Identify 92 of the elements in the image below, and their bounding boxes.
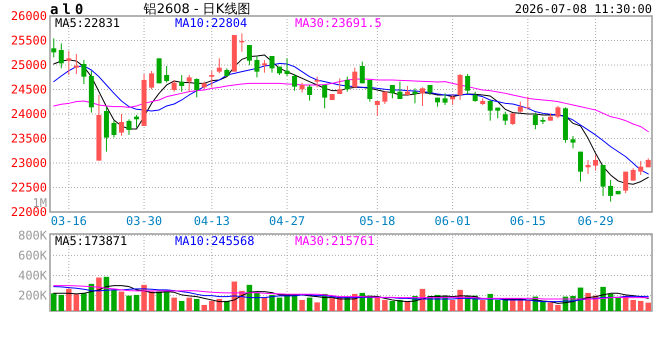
candlestick: [300, 82, 305, 94]
candlestick: [412, 88, 418, 104]
x-tick-label: 06-15: [510, 214, 546, 228]
y-tick-label: 23000: [10, 156, 47, 170]
candlestick: [555, 105, 560, 119]
line-series: [53, 285, 649, 300]
candlestick: [216, 58, 222, 74]
candlestick: [352, 67, 358, 88]
y-tick-label: 25500: [10, 34, 47, 48]
candlestick: [435, 97, 440, 108]
candlestick: [172, 79, 177, 92]
candlestick: [646, 158, 651, 168]
candlestick: [593, 154, 598, 172]
chart-title: 铝2608 - 日K线图: [142, 2, 250, 17]
candlestick: [630, 168, 636, 182]
candlestick: [246, 44, 252, 66]
candlestick: [74, 54, 79, 75]
candlestick: [58, 42, 64, 69]
x-tick-label: 04-13: [194, 214, 230, 228]
y-tick-label: 600K: [18, 248, 48, 262]
candlestick: [397, 81, 402, 100]
candlestick: [390, 84, 395, 99]
candlestick: [382, 91, 388, 105]
x-tick-label: 03-30: [126, 214, 162, 228]
text: MA10:22804: [175, 16, 248, 30]
candlestick: [623, 171, 628, 194]
candlestick: [314, 76, 320, 88]
candlestick: [502, 111, 508, 126]
candlestick: [164, 65, 170, 84]
candlestick: [254, 55, 260, 78]
text: MA5:22831: [55, 16, 120, 30]
candlestick: [608, 179, 614, 202]
x-tick-label: 03-16: [50, 214, 87, 228]
candlestick: [209, 70, 214, 88]
candlestick: [525, 96, 530, 109]
text: MA5:173871: [55, 234, 128, 248]
candlestick: [578, 151, 584, 182]
candlestick: [126, 118, 132, 136]
candlestick: [269, 55, 274, 74]
candlestick: [81, 60, 86, 85]
x-tick-label: 06-01: [434, 214, 471, 228]
y-tick-label: 26000: [10, 9, 47, 23]
candlestick: [149, 70, 154, 90]
y-tick-label: 800K: [18, 228, 48, 242]
text: MA10:245568: [175, 234, 254, 248]
candlestick: [586, 159, 591, 174]
candlestick: [194, 78, 200, 98]
candlestick: [186, 74, 192, 92]
candlestick: [638, 160, 644, 176]
candlestick: [307, 84, 312, 102]
candlestick: [322, 84, 328, 109]
y-tick-label: 25000: [10, 58, 47, 72]
candlestick: [465, 74, 470, 95]
y-tick-label: 22500: [10, 180, 47, 194]
y-tick-label: 200K: [18, 288, 48, 303]
candlestick: [488, 99, 493, 122]
y-tick-label: 400K: [18, 268, 48, 283]
candlestick: [179, 74, 184, 92]
x-tick-label: 05-18: [359, 214, 396, 228]
candlestick: [442, 92, 448, 106]
candlestick: [262, 60, 267, 74]
candlestick: [600, 164, 606, 196]
candlestick: [344, 76, 350, 92]
candlestick: [360, 61, 365, 84]
candlestick: [239, 32, 244, 52]
candlestick: [570, 135, 576, 149]
candlestick: [472, 91, 478, 102]
candlestick: [284, 58, 290, 76]
candlestick: [404, 85, 410, 96]
y-tick-label: 24000: [10, 107, 47, 121]
annotation: al0: [50, 2, 88, 18]
candlestick: [458, 74, 463, 100]
candlestick: [420, 86, 425, 106]
candlestick: [292, 74, 298, 92]
y-tick-label: 24500: [10, 82, 47, 96]
text: MA30:215761: [295, 234, 374, 248]
candlestick: [374, 100, 380, 116]
x-tick-label: 06-29: [578, 214, 614, 228]
candlestick: [51, 38, 56, 58]
candlestick: [495, 107, 500, 119]
candlestick: [337, 78, 342, 95]
candlestick: [111, 120, 116, 138]
annotation: 2026-07-08 11:30:00: [514, 2, 652, 16]
candlestick: [532, 112, 538, 130]
y-tick-label: 23500: [10, 132, 47, 146]
x-tick-label: 04-27: [268, 214, 306, 228]
candlestick: [367, 79, 372, 102]
candlestick: [450, 94, 456, 106]
text: MA30:23691.5: [295, 16, 382, 30]
candlestick: [134, 114, 140, 128]
candlestick: [518, 101, 523, 114]
candlestick: [118, 114, 124, 136]
